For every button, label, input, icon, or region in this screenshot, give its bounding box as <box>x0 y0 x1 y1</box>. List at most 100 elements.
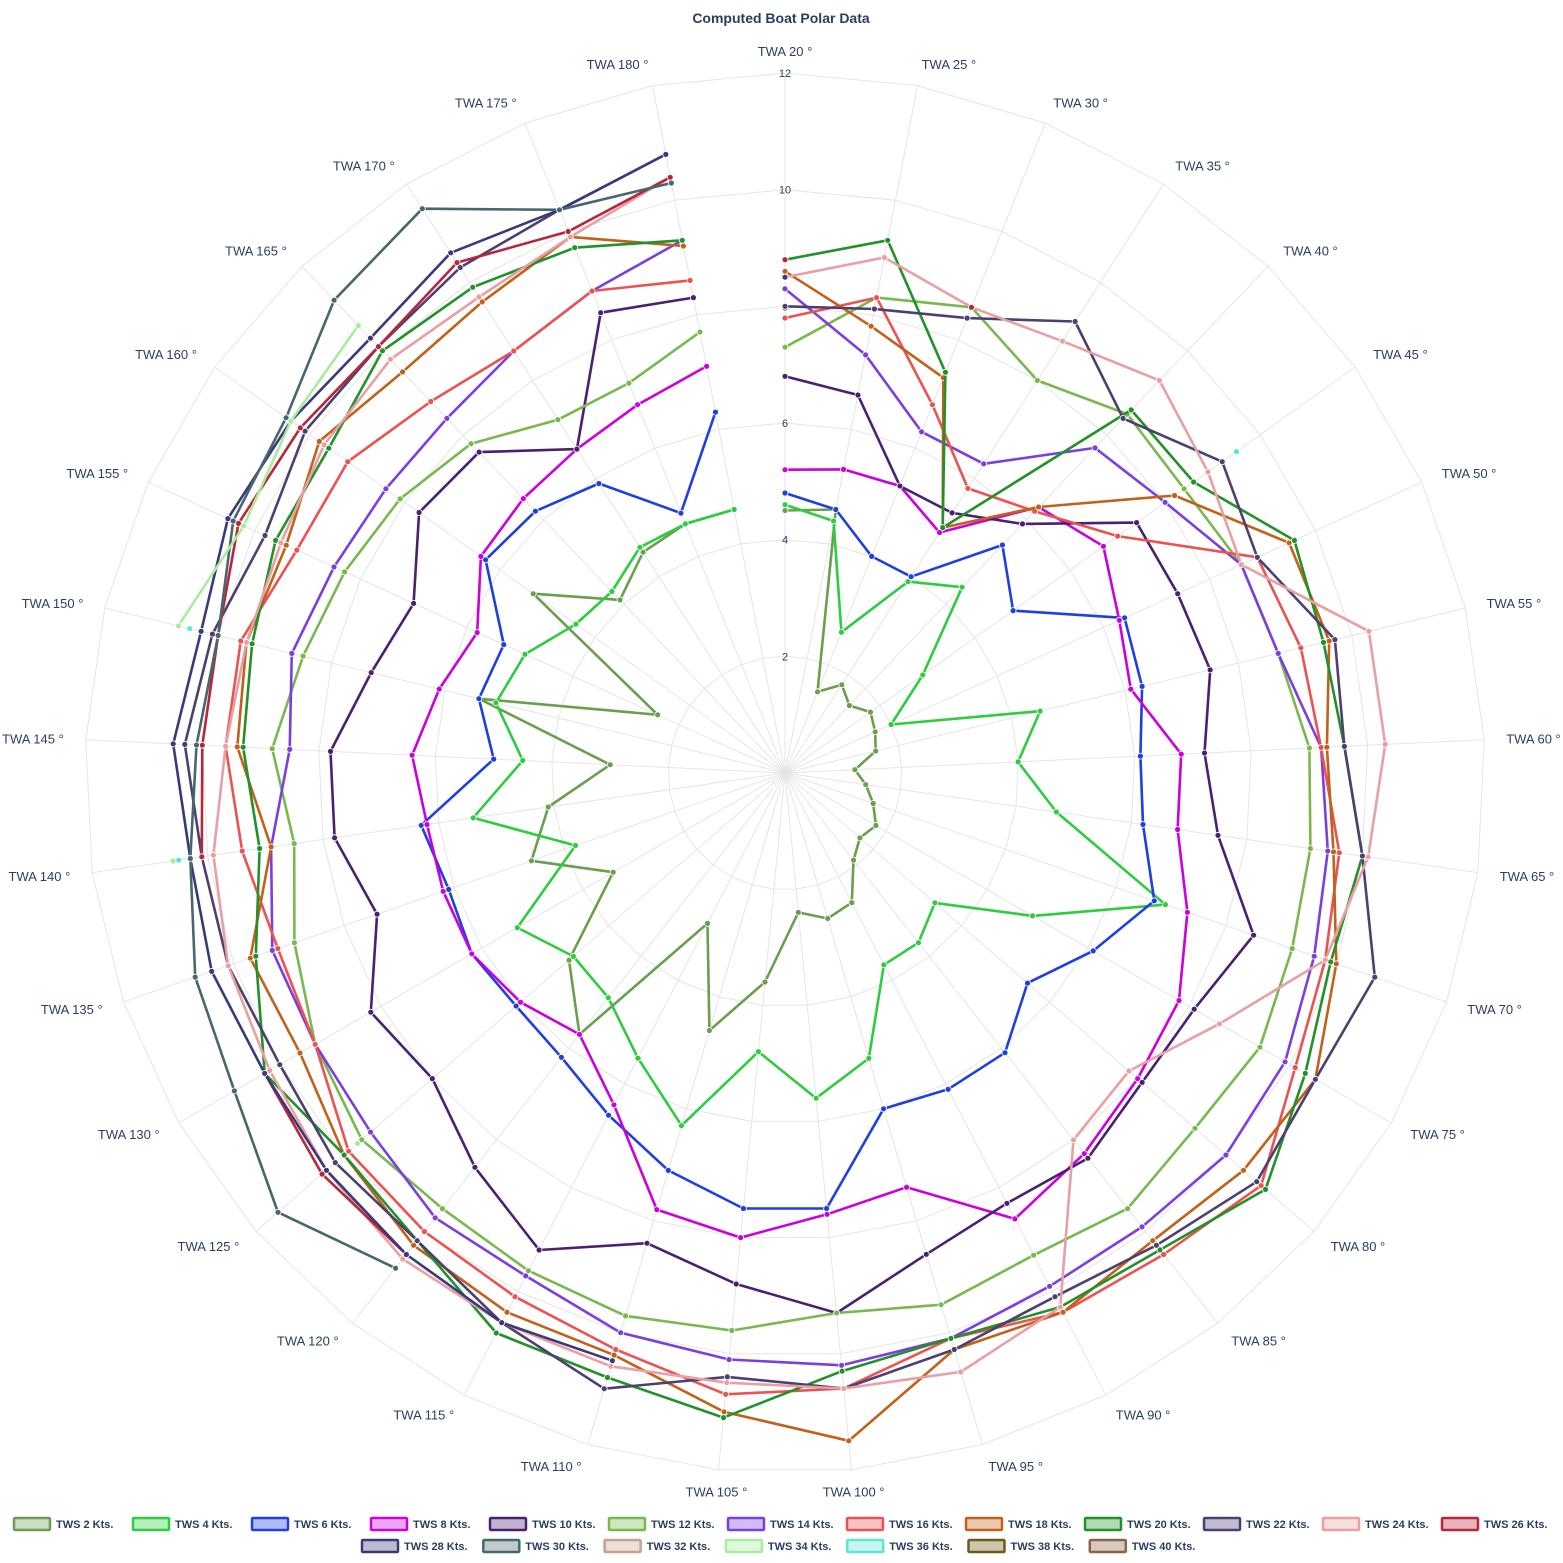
legend-item[interactable]: TWS 14 Kts. <box>726 1516 834 1532</box>
legend-item[interactable]: TWS 10 Kts. <box>488 1516 596 1532</box>
series-point <box>608 588 616 595</box>
angular-tick-label: TWA 90 ° <box>1116 1408 1171 1423</box>
angular-grid-spoke <box>784 183 1164 774</box>
angular-grid-spoke <box>406 183 786 774</box>
angular-tick-label: TWA 55 ° <box>1487 596 1542 611</box>
series-point <box>1204 468 1212 476</box>
series-point <box>261 1070 269 1077</box>
series-point <box>1274 650 1282 657</box>
series-point <box>1046 1282 1053 1290</box>
series-point <box>340 1151 348 1159</box>
series-point <box>174 622 182 630</box>
series-point <box>175 856 183 864</box>
series-point <box>794 909 802 916</box>
series-tws-16-kts <box>222 276 1343 1398</box>
series-point <box>1059 337 1066 345</box>
series-point <box>854 391 862 399</box>
series-point <box>208 630 216 638</box>
series-point <box>690 294 697 302</box>
series-point <box>1257 1182 1265 1189</box>
legend-item[interactable]: TWS 30 Kts. <box>482 1538 589 1554</box>
radial-grid-ring <box>318 305 1252 1239</box>
series-point <box>379 347 386 355</box>
series-point <box>667 179 675 187</box>
series-point <box>1174 590 1182 598</box>
legend-item[interactable]: TWS 12 Kts. <box>607 1516 715 1532</box>
legend-item[interactable]: TWS 28 Kts. <box>360 1538 468 1554</box>
legend-item[interactable]: TWS 24 Kts. <box>1321 1516 1429 1532</box>
series-point <box>478 298 486 306</box>
series-point <box>1051 1293 1059 1301</box>
series-point <box>781 466 789 474</box>
series-point <box>1364 853 1372 861</box>
legend-item[interactable]: TWS 2 Kts. <box>12 1516 113 1532</box>
angular-grid-spoke <box>784 266 1269 774</box>
series-point <box>678 1122 685 1129</box>
series-point <box>246 954 254 962</box>
series-point <box>1019 520 1026 528</box>
legend-item[interactable]: TWS 6 Kts. <box>250 1516 351 1532</box>
angular-tick-label: TWA 145 ° <box>2 732 64 747</box>
legend-item[interactable]: TWS 20 Kts. <box>1083 1516 1191 1532</box>
series-point <box>208 968 216 975</box>
series-point <box>1214 831 1222 839</box>
angular-grid-spoke <box>587 772 786 1445</box>
legend-item[interactable]: TWS 18 Kts. <box>964 1516 1072 1532</box>
legend-item[interactable]: TWS 16 Kts. <box>845 1516 953 1532</box>
series-point <box>573 445 581 453</box>
series-point <box>1156 1246 1164 1254</box>
series-point <box>565 956 573 964</box>
series-point <box>277 539 285 547</box>
legend-swatch <box>12 1516 52 1532</box>
legend-item[interactable]: TWS 26 Kts. <box>1440 1516 1548 1532</box>
series-point <box>287 417 295 425</box>
legend-label: TWS 22 Kts. <box>1246 1519 1310 1531</box>
legend-item[interactable]: TWS 22 Kts. <box>1202 1516 1310 1532</box>
series-point <box>728 1327 736 1334</box>
legend-item[interactable]: TWS 8 Kts. <box>369 1516 470 1532</box>
legend-label: TWS 38 Kts. <box>1011 1541 1075 1553</box>
angular-tick-label: TWA 45 ° <box>1373 347 1428 362</box>
series-point <box>268 947 276 954</box>
legend-item[interactable]: TWS 40 Kts. <box>1088 1538 1196 1554</box>
series-point <box>838 681 846 689</box>
series-point <box>237 637 245 645</box>
series-point <box>610 1101 618 1109</box>
series-point <box>1312 1075 1319 1083</box>
series-point <box>737 1234 744 1241</box>
series-point <box>915 939 922 947</box>
series-point <box>517 998 524 1006</box>
series-point <box>722 1390 730 1398</box>
series-point <box>529 590 537 598</box>
series-point <box>1156 376 1163 384</box>
legend-item[interactable]: TWS 38 Kts. <box>967 1538 1075 1554</box>
legend-swatch <box>845 1538 885 1554</box>
angular-tick-label: TWA 20 ° <box>758 44 813 59</box>
series-point <box>937 1301 945 1309</box>
series-point <box>907 573 915 581</box>
legend-item[interactable]: TWS 34 Kts. <box>724 1538 832 1554</box>
series-point <box>903 1183 910 1191</box>
series-point <box>415 509 423 516</box>
series-point <box>929 401 936 409</box>
legend-item[interactable]: TWS 4 Kts. <box>131 1516 232 1532</box>
series-point <box>1089 947 1097 955</box>
legend-label: TWS 4 Kts. <box>175 1519 232 1531</box>
angular-tick-label: TWA 165 ° <box>225 244 287 259</box>
series-point <box>366 334 374 342</box>
legend-item[interactable]: TWS 32 Kts. <box>603 1538 711 1554</box>
series-tws-18-kts <box>233 233 1340 1445</box>
series-point <box>181 741 189 748</box>
series-point <box>1030 1251 1037 1259</box>
series-point <box>469 814 477 822</box>
legend-item[interactable]: TWS 36 Kts. <box>845 1538 953 1554</box>
series-point <box>904 578 912 585</box>
series-point <box>604 1374 611 1381</box>
angular-grid-spoke <box>85 739 786 774</box>
series-point <box>712 408 719 416</box>
series-point <box>428 1075 436 1082</box>
series-point <box>475 695 483 703</box>
angular-tick-label: TWA 100 ° <box>823 1485 885 1500</box>
series-tws-30-kts <box>186 179 675 1272</box>
series-point <box>1084 1154 1092 1162</box>
